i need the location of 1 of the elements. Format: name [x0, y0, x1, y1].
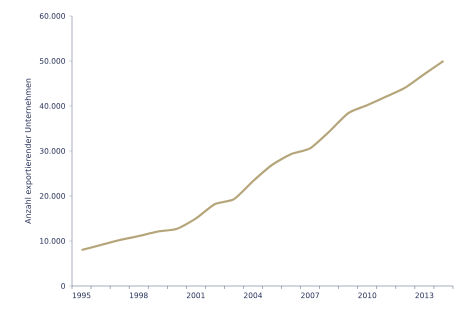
line-series — [80, 60, 445, 252]
